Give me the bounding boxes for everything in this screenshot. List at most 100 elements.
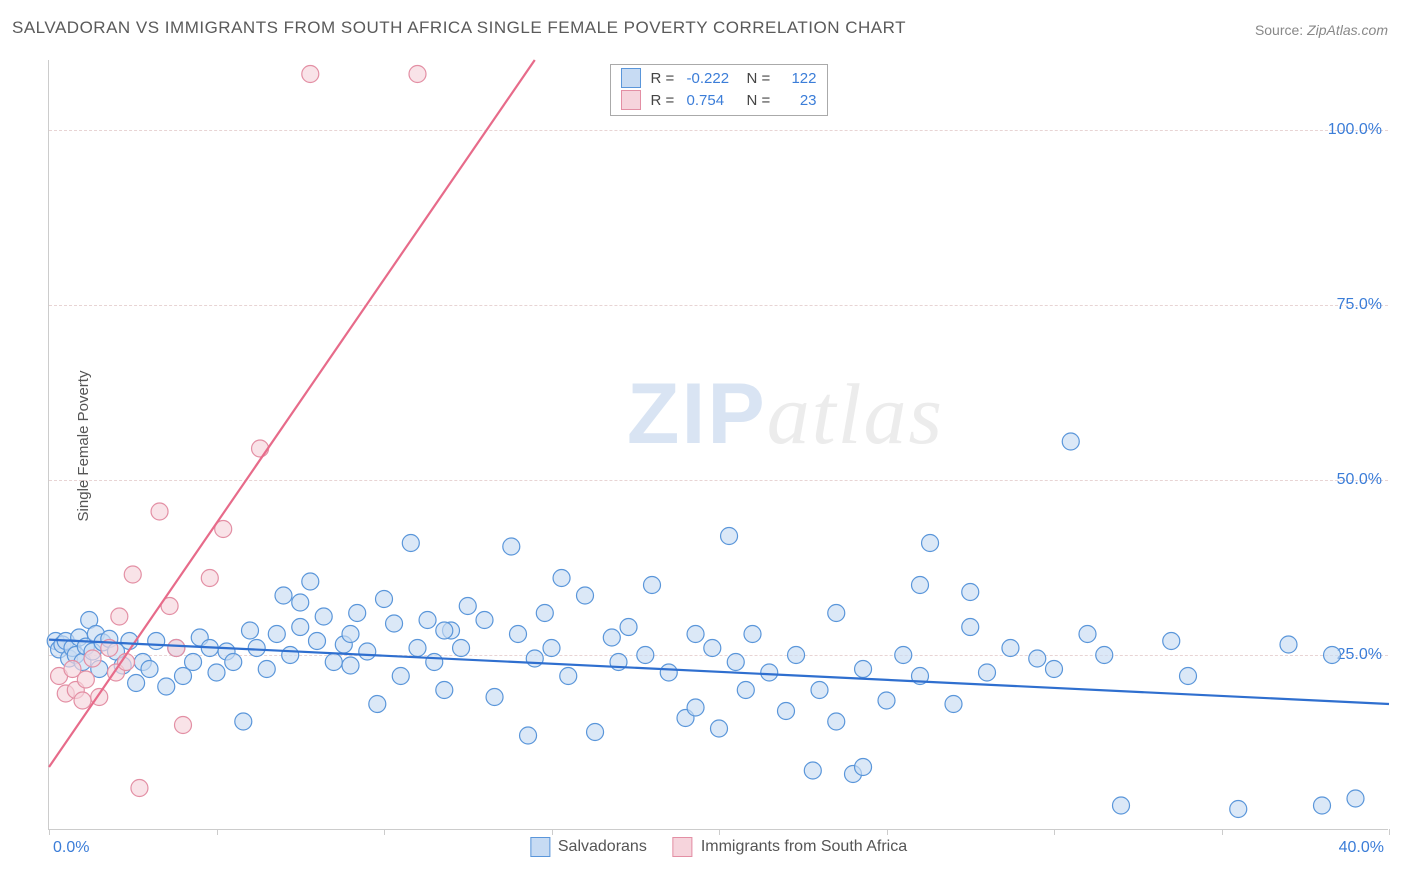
data-point-blue bbox=[828, 605, 845, 622]
data-point-blue bbox=[376, 591, 393, 608]
data-point-blue bbox=[1113, 797, 1130, 814]
x-tick bbox=[217, 829, 218, 835]
chart-title: SALVADORAN VS IMMIGRANTS FROM SOUTH AFRI… bbox=[12, 18, 906, 38]
data-point-blue bbox=[235, 713, 252, 730]
x-tick bbox=[719, 829, 720, 835]
data-point-pink bbox=[111, 608, 128, 625]
data-point-pink bbox=[201, 570, 218, 587]
data-point-blue bbox=[637, 647, 654, 664]
data-point-blue bbox=[737, 682, 754, 699]
stats-legend-row-blue: R = -0.222 N = 122 bbox=[621, 67, 817, 89]
data-point-blue bbox=[148, 633, 165, 650]
x-axis-min-label: 0.0% bbox=[53, 839, 89, 857]
x-tick bbox=[1222, 829, 1223, 835]
data-point-pink bbox=[175, 717, 192, 734]
data-point-blue bbox=[603, 629, 620, 646]
data-point-blue bbox=[292, 594, 309, 611]
data-point-blue bbox=[436, 622, 453, 639]
data-point-blue bbox=[687, 626, 704, 643]
data-point-blue bbox=[392, 668, 409, 685]
source-attribution: Source: ZipAtlas.com bbox=[1255, 22, 1388, 38]
data-point-blue bbox=[855, 661, 872, 678]
data-point-blue bbox=[1230, 801, 1247, 818]
data-point-blue bbox=[543, 640, 560, 657]
data-point-blue bbox=[895, 647, 912, 664]
data-point-blue bbox=[1324, 647, 1341, 664]
r-value-pink: 0.754 bbox=[687, 92, 737, 109]
data-point-blue bbox=[1180, 668, 1197, 685]
n-label: N = bbox=[747, 92, 773, 109]
x-tick bbox=[49, 829, 50, 835]
source-prefix: Source: bbox=[1255, 22, 1303, 38]
data-point-blue bbox=[660, 664, 677, 681]
data-point-blue bbox=[386, 615, 403, 632]
data-point-blue bbox=[409, 640, 426, 657]
data-point-blue bbox=[962, 619, 979, 636]
data-point-pink bbox=[74, 692, 91, 709]
data-point-blue bbox=[536, 605, 553, 622]
data-point-blue bbox=[325, 654, 342, 671]
r-label: R = bbox=[651, 92, 677, 109]
data-point-blue bbox=[315, 608, 332, 625]
data-point-pink bbox=[302, 66, 319, 83]
x-axis-max-label: 40.0% bbox=[1339, 839, 1384, 857]
data-point-pink bbox=[252, 440, 269, 457]
plot-area: ZIPatlas 25.0%50.0%75.0%100.0% 0.0% 40.0… bbox=[48, 60, 1388, 830]
data-point-blue bbox=[185, 654, 202, 671]
data-point-blue bbox=[292, 619, 309, 636]
legend-label-blue: Salvadorans bbox=[558, 838, 647, 856]
source-name: ZipAtlas.com bbox=[1307, 22, 1388, 38]
x-tick bbox=[1054, 829, 1055, 835]
data-point-blue bbox=[242, 622, 259, 639]
data-point-blue bbox=[553, 570, 570, 587]
data-point-blue bbox=[342, 657, 359, 674]
data-point-blue bbox=[687, 699, 704, 716]
data-point-blue bbox=[268, 626, 285, 643]
r-label: R = bbox=[651, 70, 677, 87]
data-point-blue bbox=[510, 626, 527, 643]
data-point-pink bbox=[124, 566, 141, 583]
data-point-blue bbox=[1314, 797, 1331, 814]
data-point-blue bbox=[704, 640, 721, 657]
data-point-blue bbox=[402, 535, 419, 552]
data-point-pink bbox=[84, 650, 101, 667]
data-point-blue bbox=[258, 661, 275, 678]
data-point-pink bbox=[131, 780, 148, 797]
x-tick bbox=[1389, 829, 1390, 835]
data-point-blue bbox=[828, 713, 845, 730]
data-point-blue bbox=[359, 643, 376, 660]
stats-swatch-blue bbox=[621, 68, 641, 88]
data-point-blue bbox=[587, 724, 604, 741]
data-point-blue bbox=[342, 626, 359, 643]
data-point-blue bbox=[503, 538, 520, 555]
x-tick bbox=[552, 829, 553, 835]
r-value-blue: -0.222 bbox=[687, 70, 737, 87]
data-point-blue bbox=[248, 640, 265, 657]
data-point-pink bbox=[151, 503, 168, 520]
data-point-blue bbox=[577, 587, 594, 604]
n-label: N = bbox=[747, 70, 773, 87]
x-tick bbox=[384, 829, 385, 835]
legend-item-blue: Salvadorans bbox=[530, 837, 647, 857]
data-point-blue bbox=[476, 612, 493, 629]
series-legend: Salvadorans Immigrants from South Africa bbox=[530, 837, 907, 857]
data-point-blue bbox=[486, 689, 503, 706]
data-point-blue bbox=[979, 664, 996, 681]
legend-label-pink: Immigrants from South Africa bbox=[701, 838, 907, 856]
n-value-blue: 122 bbox=[783, 70, 817, 87]
x-tick bbox=[887, 829, 888, 835]
data-point-blue bbox=[369, 696, 386, 713]
data-point-blue bbox=[727, 654, 744, 671]
data-point-blue bbox=[1163, 633, 1180, 650]
data-point-blue bbox=[520, 727, 537, 744]
data-point-blue bbox=[1062, 433, 1079, 450]
stats-swatch-pink bbox=[621, 90, 641, 110]
data-point-blue bbox=[1002, 640, 1019, 657]
legend-item-pink: Immigrants from South Africa bbox=[673, 837, 907, 857]
data-point-blue bbox=[526, 650, 543, 667]
data-point-blue bbox=[560, 668, 577, 685]
n-value-pink: 23 bbox=[783, 92, 817, 109]
data-point-blue bbox=[1079, 626, 1096, 643]
stats-legend: R = -0.222 N = 122 R = 0.754 N = 23 bbox=[610, 64, 828, 116]
data-point-blue bbox=[1029, 650, 1046, 667]
